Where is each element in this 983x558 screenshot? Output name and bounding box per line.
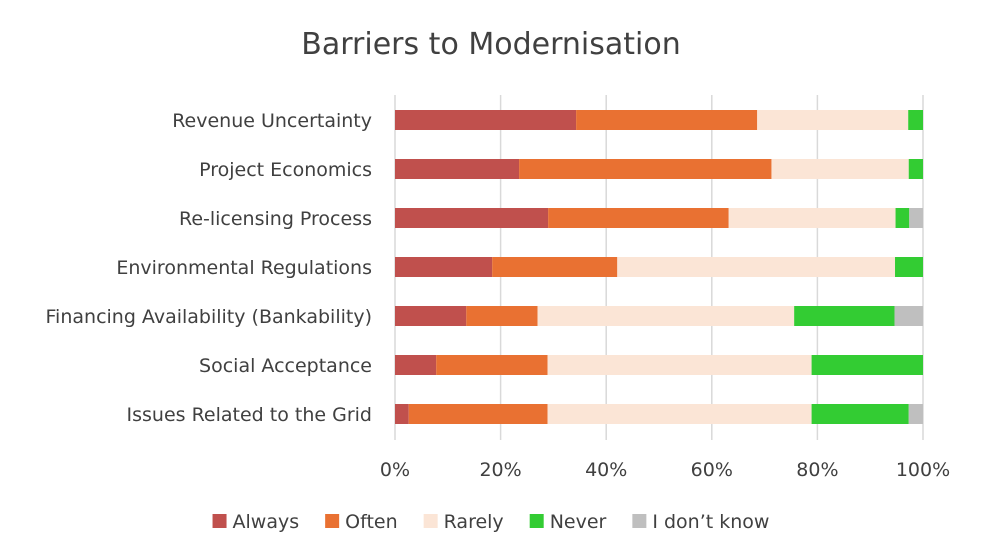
legend-swatch-never [529, 514, 544, 528]
bar-environmental-regulations-never [895, 257, 923, 277]
bar-re-licensing-process-rarely [728, 208, 896, 228]
category-labels: Revenue Uncertainty Project Economics Re-l… [46, 110, 372, 426]
bar-environmental-regulations-often [492, 257, 618, 277]
bar-issues-related-to-the-grid-rarely [547, 404, 812, 424]
legend-swatch-rarely [423, 514, 438, 528]
category-label-re-licensing-process: Re-licensing Process [179, 208, 372, 230]
tick-label-60: 60% [691, 459, 733, 481]
bar-issues-related-to-the-grid-never [811, 404, 909, 424]
tick-label-40: 40% [585, 459, 627, 481]
bar-revenue-uncertainty-always [395, 110, 577, 130]
bar-revenue-uncertainty-never [908, 110, 923, 130]
legend-label-never: Never [550, 511, 607, 533]
legend-swatch-always [212, 514, 227, 528]
bar-project-economics-always [395, 159, 520, 179]
bar-social-acceptance-rarely [547, 355, 812, 375]
bar-issues-related-to-the-grid-i-don-t-know [908, 404, 923, 424]
legend-label-i-don-t-know: I don’t know [652, 511, 769, 533]
legend-label-always: Always [233, 511, 300, 533]
legend-swatch-often [325, 514, 340, 528]
bar-revenue-uncertainty-rarely [757, 110, 909, 130]
bar-issues-related-to-the-grid-always [395, 404, 409, 424]
legend-item-never: Never [529, 511, 607, 533]
chart-title: Barriers to Modernisation [301, 27, 680, 62]
tick-label-80: 80% [796, 459, 838, 481]
bar-revenue-uncertainty-often [576, 110, 758, 130]
bar-financing-availability-bankability-never [794, 306, 895, 326]
category-label-financing-availability-bankability: Financing Availability (Bankability) [46, 306, 372, 328]
legend-item-rarely: Rarely [423, 511, 504, 533]
bar-social-acceptance-never [811, 355, 923, 375]
category-label-environmental-regulations: Environmental Regulations [116, 257, 372, 279]
legend-item-always: Always [212, 511, 300, 533]
bars [395, 110, 923, 424]
bar-project-economics-often [519, 159, 772, 179]
tick-label-100: 100% [896, 459, 950, 481]
legend-label-often: Often [345, 511, 398, 533]
bar-re-licensing-process-i-don-t-know [909, 208, 923, 228]
bar-financing-availability-bankability-rarely [537, 306, 795, 326]
bar-financing-availability-bankability-i-don-t-know [894, 306, 923, 326]
category-label-project-economics: Project Economics [199, 159, 372, 181]
x-axis-tick-labels: 0% 20% 40% 60% 80% 100% [380, 459, 950, 481]
legend: Always Often Rarely Never I don’t know [212, 511, 769, 533]
bar-project-economics-never [908, 159, 923, 179]
tick-label-0: 0% [380, 459, 410, 481]
bar-re-licensing-process-always [395, 208, 549, 228]
bar-environmental-regulations-always [395, 257, 493, 277]
category-label-social-acceptance: Social Acceptance [199, 355, 372, 377]
bar-environmental-regulations-rarely [617, 257, 896, 277]
legend-item-i-don-t-know: I don’t know [632, 511, 769, 533]
category-label-issues-related-to-the-grid: Issues Related to the Grid [127, 404, 372, 426]
bar-financing-availability-bankability-always [395, 306, 467, 326]
bar-social-acceptance-often [436, 355, 548, 375]
legend-swatch-i-don-t-know [632, 514, 647, 528]
bar-project-economics-rarely [771, 159, 909, 179]
tick-label-20: 20% [479, 459, 521, 481]
legend-item-often: Often [325, 511, 398, 533]
bar-re-licensing-process-never [895, 208, 910, 228]
bar-financing-availability-bankability-often [466, 306, 538, 326]
bar-social-acceptance-always [395, 355, 437, 375]
legend-label-rarely: Rarely [444, 511, 504, 533]
bar-issues-related-to-the-grid-often [408, 404, 548, 424]
bar-re-licensing-process-often [548, 208, 729, 228]
category-label-revenue-uncertainty: Revenue Uncertainty [172, 110, 372, 132]
